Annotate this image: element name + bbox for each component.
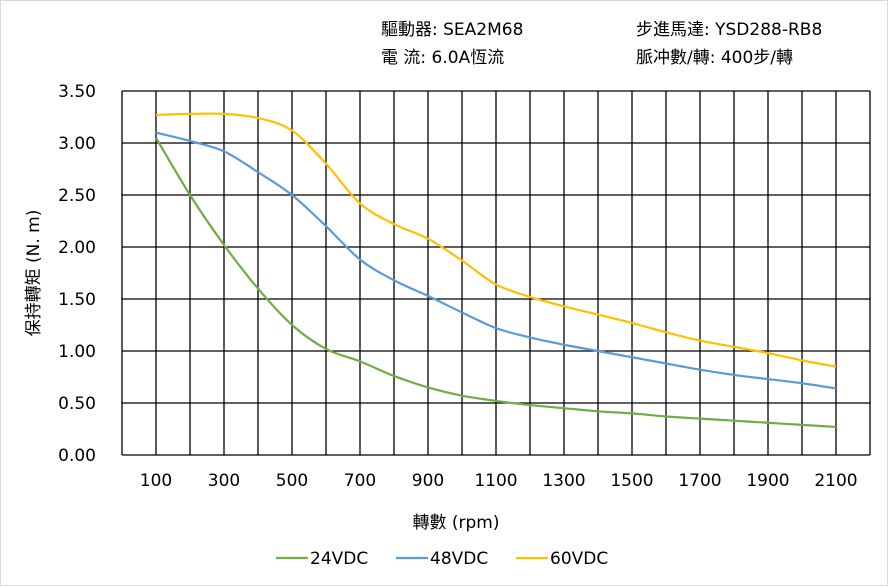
- x-tick-label: 1700: [678, 471, 721, 491]
- y-tick-label: 2.00: [58, 238, 96, 258]
- x-tick-label: 1900: [746, 471, 789, 491]
- y-tick-label: 3.00: [58, 134, 96, 154]
- x-tick-label: 500: [276, 471, 308, 491]
- legend-label-60vdc: 60VDC: [550, 549, 608, 569]
- series-line-48vdc: [155, 131, 837, 390]
- y-tick-label: 0.50: [58, 394, 96, 414]
- x-tick-label: 2100: [814, 471, 857, 491]
- x-tick-label: 1500: [610, 471, 653, 491]
- legend-label-48vdc: 48VDC: [430, 549, 488, 569]
- current-label: 電 流: 6.0A恆流: [381, 48, 505, 68]
- series-line-60vdc: [155, 112, 837, 368]
- x-tick-label: 900: [412, 471, 444, 491]
- x-tick-label: 300: [208, 471, 240, 491]
- y-tick-label: 2.50: [58, 186, 96, 206]
- driver-label: 驅動器: SEA2M68: [381, 20, 524, 40]
- y-tick-label: 1.00: [58, 342, 96, 362]
- x-tick-label: 100: [140, 471, 172, 491]
- legend-label-24vdc: 24VDC: [310, 549, 368, 569]
- x-tick-label: 700: [344, 471, 376, 491]
- motor-label: 步進馬達: YSD288-RB8: [636, 20, 823, 40]
- pulses-label: 脈冲數/轉: 400步/轉: [636, 48, 794, 68]
- x-tick-label: 1100: [474, 471, 517, 491]
- y-tick-label: 3.50: [58, 82, 96, 102]
- y-tick-label: 1.50: [58, 290, 96, 310]
- x-tick-label: 1300: [542, 471, 585, 491]
- series-line-24vdc: [155, 137, 837, 429]
- x-axis-label: 轉數 (rpm): [412, 513, 499, 533]
- y-tick-label: 0.00: [58, 446, 96, 466]
- y-axis-label: 保持轉矩 (N. m): [24, 210, 44, 337]
